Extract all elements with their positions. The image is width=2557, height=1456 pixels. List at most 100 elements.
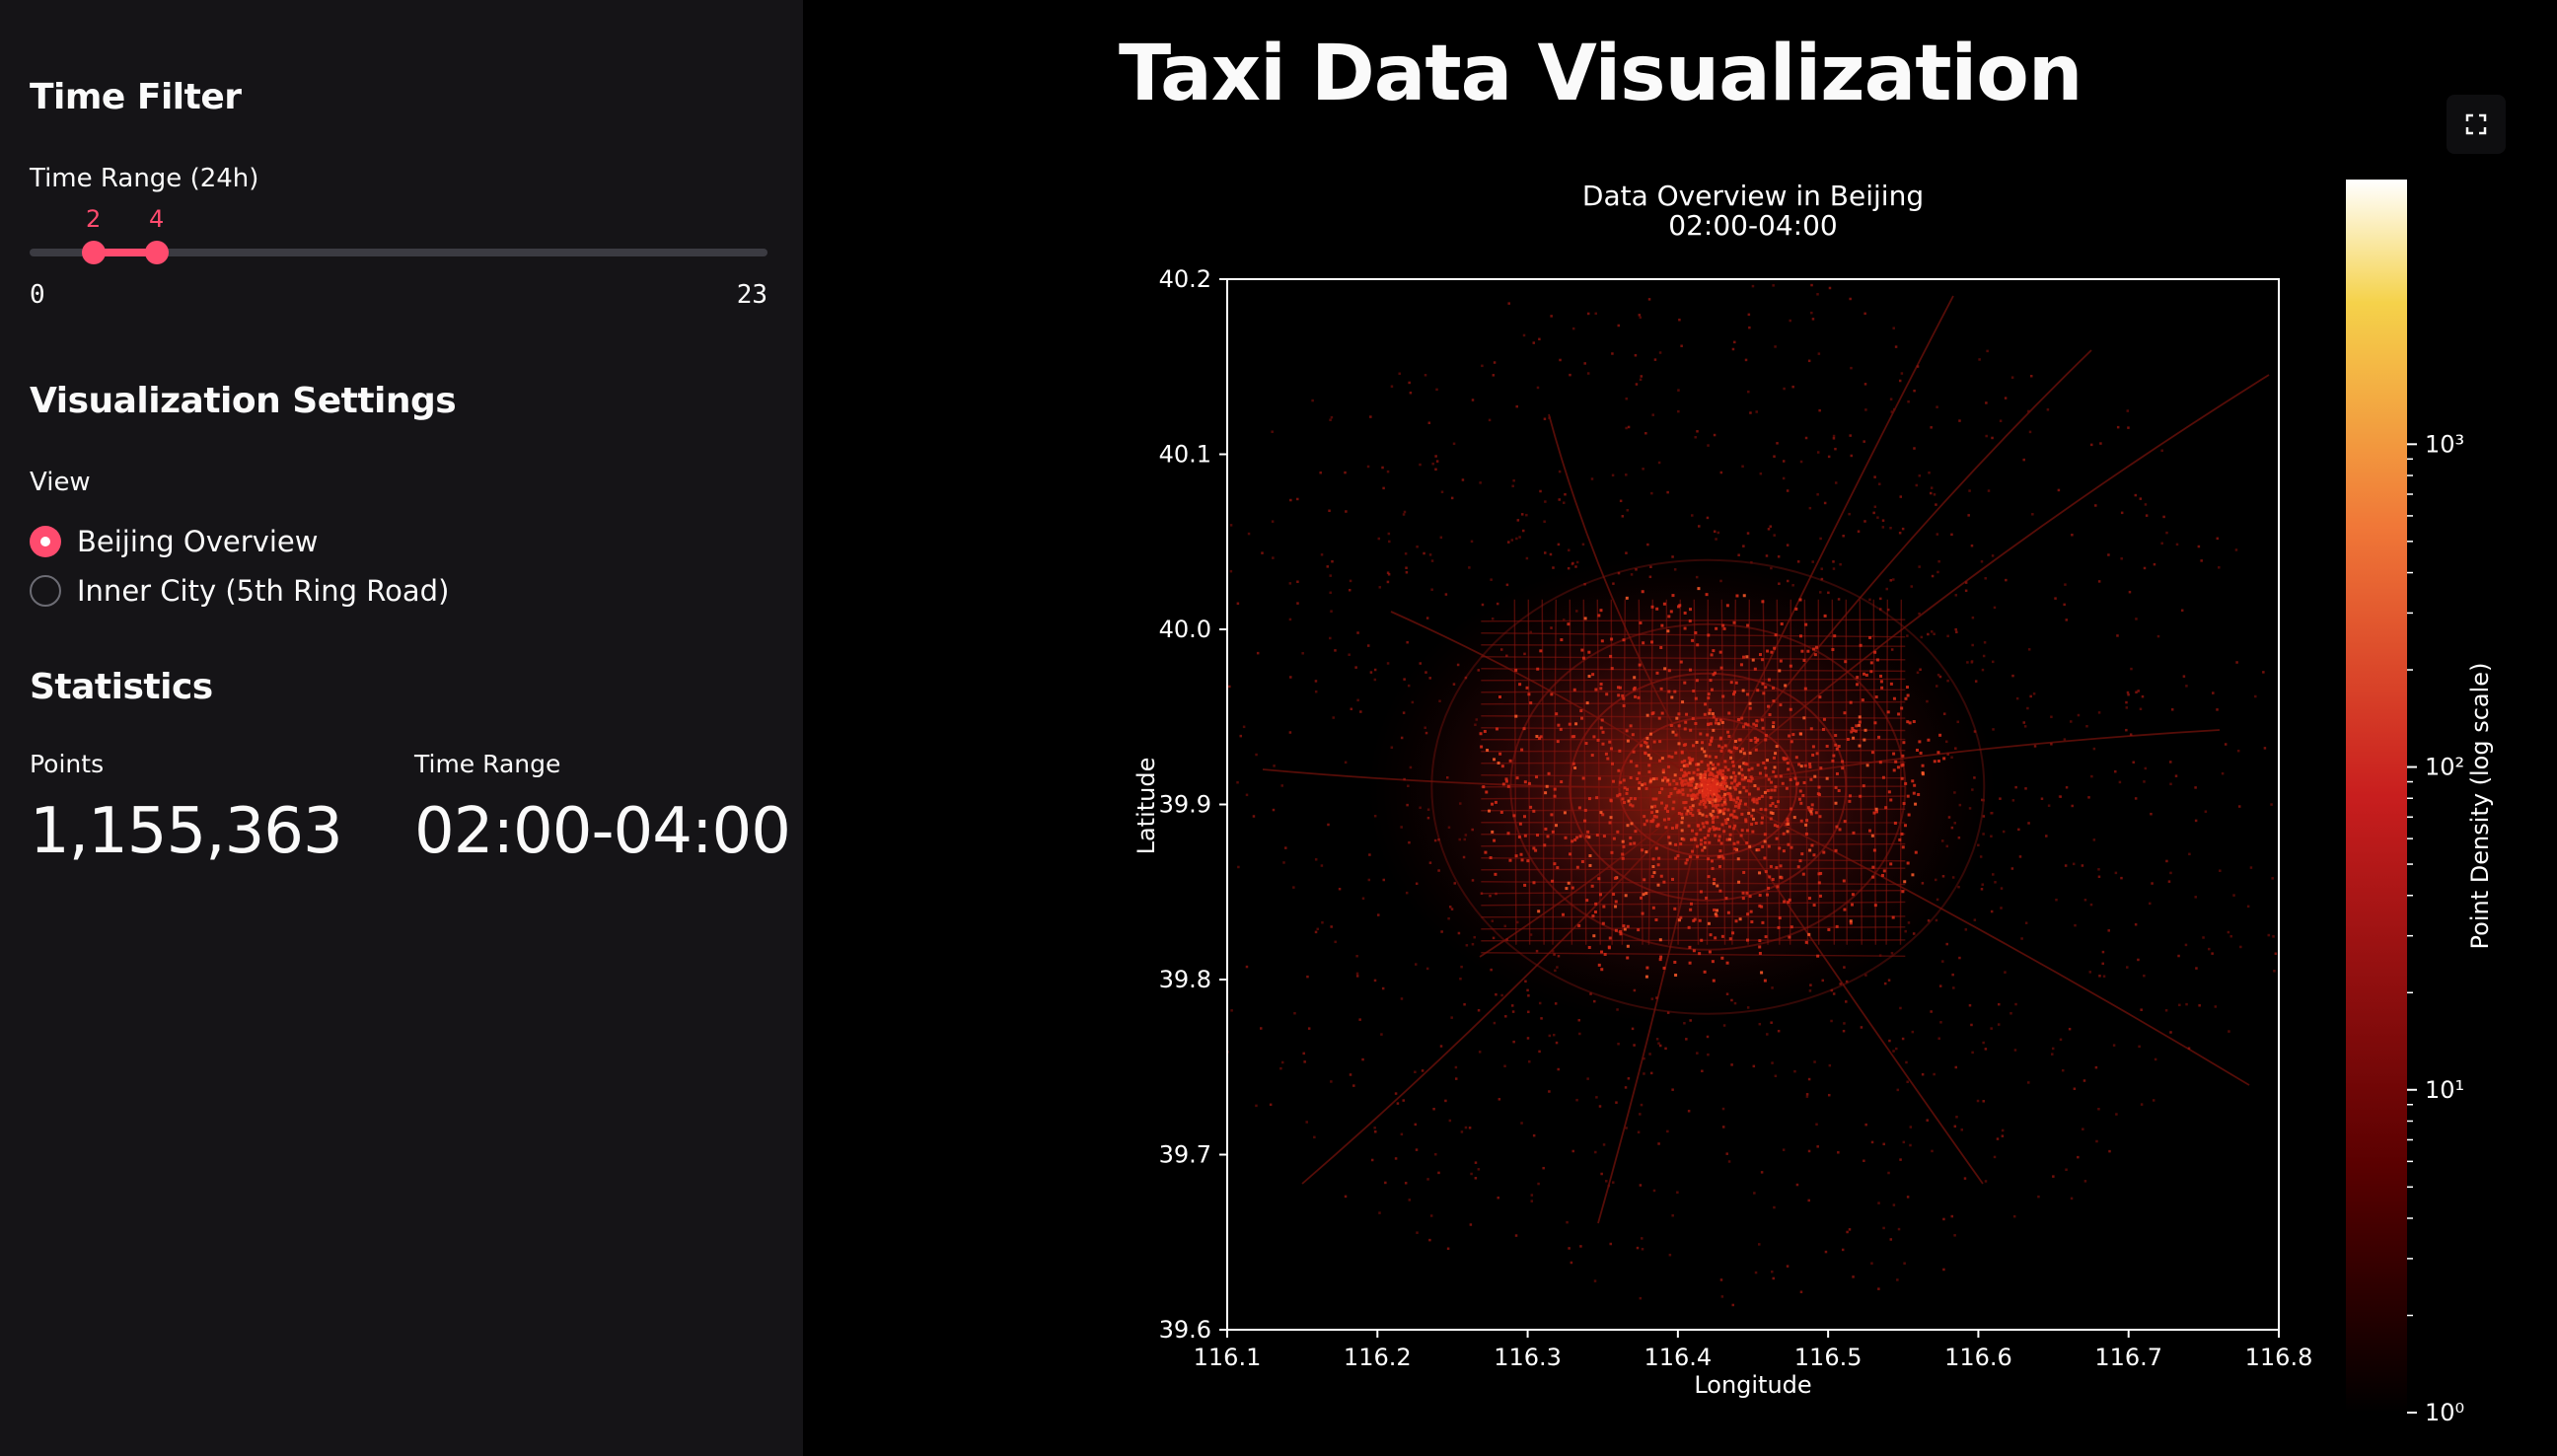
density-point [1756, 764, 1760, 767]
density-point [1332, 716, 1335, 719]
density-point [1683, 727, 1687, 731]
colorbar-tick-label: 10¹ [2425, 1076, 2464, 1104]
density-point [1673, 568, 1677, 571]
density-point [2102, 975, 2106, 978]
density-point [1757, 1243, 1761, 1246]
density-point [1816, 493, 1819, 496]
density-point [1713, 908, 1717, 911]
density-point [1712, 786, 1716, 790]
density-point [1492, 374, 1496, 377]
density-point [1984, 1180, 1988, 1183]
density-point [1898, 837, 1902, 841]
density-point [1755, 848, 1759, 852]
density-point [1386, 470, 1390, 473]
slider-track[interactable] [30, 249, 767, 256]
density-point [1584, 742, 1588, 746]
density-point [1977, 843, 1980, 847]
density-point [1491, 617, 1495, 620]
density-point [1650, 997, 1654, 1000]
density-point [1687, 756, 1691, 760]
density-point [2169, 782, 2172, 786]
density-point [1651, 906, 1655, 910]
density-point [1827, 927, 1831, 931]
slider-high-handle[interactable] [145, 241, 169, 264]
density-street [1481, 842, 1906, 847]
density-point [1566, 1220, 1569, 1224]
density-point [1827, 455, 1831, 459]
density-point [1573, 766, 1577, 770]
density-point [1651, 857, 1655, 861]
density-point [1305, 1121, 1308, 1124]
density-point [1984, 577, 1987, 580]
density-point [1639, 1296, 1643, 1300]
fullscreen-button[interactable] [2447, 95, 2506, 154]
density-point [1769, 804, 1773, 808]
density-point [1695, 844, 1699, 848]
density-point [1134, 744, 1137, 747]
density-point [1635, 764, 1639, 767]
density-point [1654, 815, 1658, 819]
density-point [1707, 696, 1711, 700]
density-point [1741, 891, 1745, 895]
density-point [2011, 674, 2014, 678]
density-point [1470, 540, 1474, 544]
density-point [1952, 986, 1955, 989]
density-street [1859, 599, 1863, 945]
density-point [1572, 735, 1576, 739]
density-point [2074, 923, 2077, 927]
density-point [1414, 1070, 1417, 1074]
density-point [2267, 933, 2271, 937]
view-option-beijing-overview[interactable]: Beijing Overview [30, 525, 318, 558]
density-point [1463, 1002, 1466, 1006]
density-point [1600, 968, 1604, 972]
density-point [1950, 533, 1953, 537]
density-point [1229, 524, 1233, 527]
density-point [1577, 806, 1581, 810]
density-point [1655, 996, 1658, 999]
density-point [1329, 574, 1332, 577]
density-point [1680, 837, 1684, 840]
density-point [1210, 580, 1213, 583]
time-range-metric-value: 02:00-04:00 [414, 795, 791, 868]
density-point [1493, 838, 1497, 842]
density-point [1713, 792, 1717, 796]
density-point [2165, 531, 2168, 535]
density-point [1537, 1182, 1540, 1186]
density-point [1728, 833, 1732, 837]
density-point [1289, 676, 1292, 679]
view-option-inner-city[interactable]: Inner City (5th Ring Road) [30, 574, 449, 608]
density-point [1716, 795, 1719, 799]
x-tick-label: 116.4 [1644, 1344, 1712, 1371]
density-point [1671, 1088, 1674, 1091]
density-point [1927, 919, 1931, 922]
density-point [1766, 1033, 1769, 1036]
density-point [1653, 804, 1657, 808]
slider-low-handle[interactable] [82, 241, 106, 264]
density-point [1858, 720, 1862, 724]
density-point [1306, 975, 1309, 979]
density-point [1752, 722, 1756, 726]
density-point [1739, 663, 1743, 667]
density-point [1699, 772, 1703, 776]
density-point [1706, 795, 1710, 799]
density-point [1437, 1171, 1440, 1175]
density-point [1773, 455, 1776, 458]
density-point [1571, 839, 1574, 843]
density-point [1764, 733, 1768, 737]
density-point [1721, 856, 1725, 860]
density-point [1763, 833, 1767, 837]
density-point [1737, 553, 1740, 556]
density-point [1557, 543, 1561, 546]
radio-unselected-icon[interactable] [30, 575, 61, 607]
time-range-slider[interactable]: 2 4 0 23 [30, 197, 767, 310]
density-point [1106, 826, 1109, 829]
density-point [1915, 483, 1919, 487]
density-point [2097, 875, 2101, 879]
density-point [2153, 562, 2156, 566]
density-point [1712, 882, 1716, 886]
radio-selected-icon[interactable] [30, 526, 61, 557]
density-point [1381, 466, 1384, 470]
density-point [1611, 352, 1614, 355]
density-point [1518, 683, 1522, 687]
density-point [1550, 692, 1554, 696]
